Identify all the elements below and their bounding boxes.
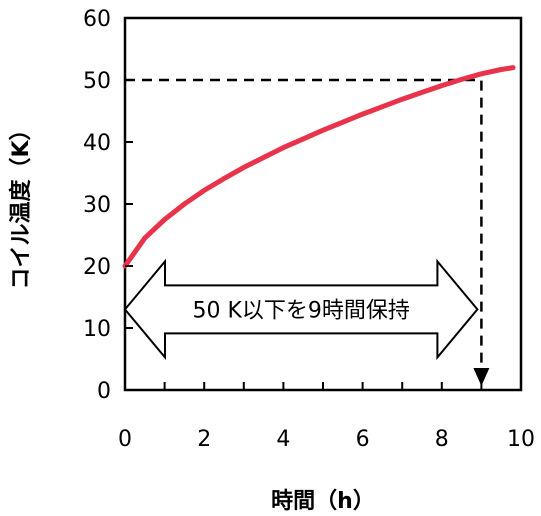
reference-dashed-line (125, 78, 483, 368)
y-tick-label: 50 (83, 69, 111, 94)
x-tick-label: 0 (118, 427, 132, 452)
series-line (122, 65, 516, 269)
double-arrow (123, 258, 479, 361)
x-tick-label: 2 (197, 427, 211, 452)
y-tick-label: 40 (83, 131, 111, 156)
x-tick-label: 4 (276, 427, 290, 452)
reference-arrowhead (473, 368, 490, 386)
x-axis-title: 時間（h） (271, 489, 375, 514)
series (122, 65, 516, 269)
y-tick-label: 0 (97, 379, 111, 404)
y-tick-label: 60 (83, 7, 111, 32)
y-tick-label: 10 (83, 317, 111, 342)
x-tick-label: 6 (356, 427, 370, 452)
ticks: 0 2 4 6 8 10 0 10 20 30 40 50 60 (83, 7, 535, 452)
y-tick-label: 20 (83, 255, 111, 280)
x-tick-label: 8 (435, 427, 449, 452)
y-axis-title: コイル温度（K） (8, 118, 34, 289)
y-tick-label: 30 (83, 193, 111, 218)
annotations: 50 K以下を9時間保持 (123, 78, 490, 386)
x-tick-label: 10 (507, 427, 535, 452)
arrow-label: 50 K以下を9時間保持 (192, 298, 409, 323)
